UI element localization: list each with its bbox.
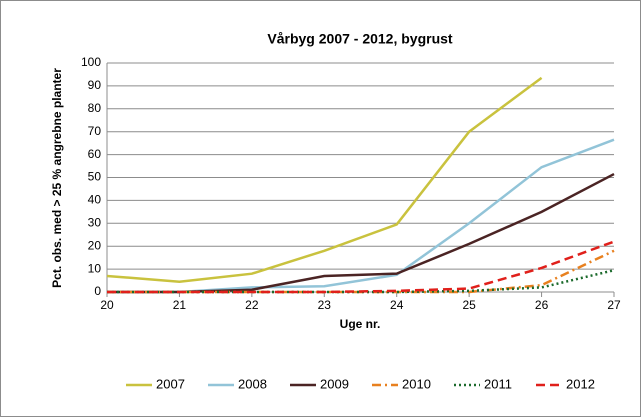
x-tick-label: 26 [535, 298, 549, 312]
legend-label: 2007 [156, 376, 185, 391]
legend-label: 2010 [402, 376, 431, 391]
y-tick-label: 30 [88, 215, 102, 229]
x-axis-label: Uge nr. [340, 317, 381, 331]
y-tick-label: 0 [94, 284, 101, 298]
y-tick-label: 50 [88, 170, 102, 184]
y-tick-label: 70 [88, 124, 102, 138]
x-tick-label: 25 [462, 298, 476, 312]
y-tick-label: 90 [88, 78, 102, 92]
legend-label: 2011 [484, 376, 512, 391]
series-line [106, 76, 543, 283]
y-tick-label: 20 [88, 238, 102, 252]
y-tick-label: 10 [88, 261, 102, 275]
x-tick-label: 22 [245, 298, 259, 312]
legend-label: 2012 [566, 376, 595, 391]
x-tick-label: 21 [173, 298, 187, 312]
x-tick-label: 27 [607, 298, 621, 312]
chart-title: Vårbyg 2007 - 2012, bygrust [267, 31, 453, 47]
legend-label: 2008 [238, 376, 267, 391]
x-tick-label: 20 [100, 298, 114, 312]
x-tick-label: 24 [390, 298, 404, 312]
x-tick-label: 23 [318, 298, 332, 312]
y-axis-label: Pct. obs. med > 25 % angrebne planter [50, 68, 64, 288]
series-line [107, 240, 615, 294]
y-tick-label: 100 [81, 55, 101, 69]
y-tick-label: 60 [88, 147, 102, 161]
legend-label: 2009 [320, 376, 349, 391]
y-tick-label: 40 [88, 193, 102, 207]
y-tick-label: 80 [88, 101, 102, 115]
